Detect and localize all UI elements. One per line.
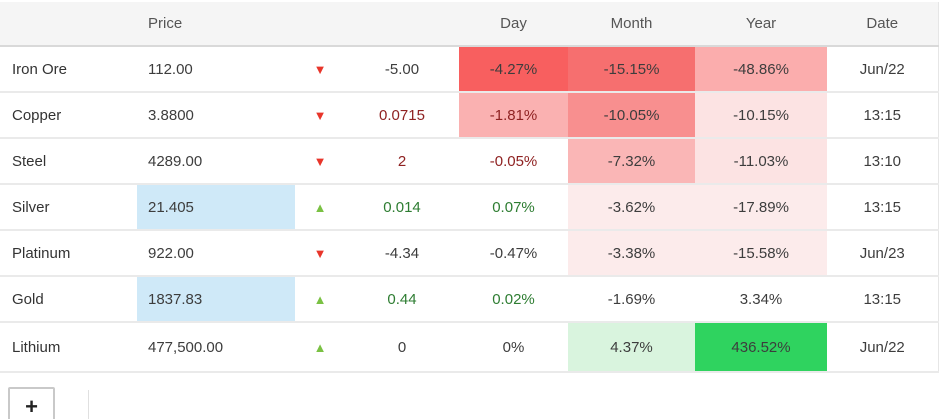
change-value: 0.44	[345, 276, 459, 323]
direction-cell: ▼	[295, 92, 345, 139]
col-header-year: Year	[695, 2, 827, 47]
year-change-cell: -10.15%	[695, 92, 827, 139]
up-arrow-icon: ▲	[313, 199, 327, 215]
price-value: 477,500.00	[137, 322, 295, 373]
col-header-arrow	[295, 2, 345, 47]
table-row: Steel 4289.00 ▼ 2 -0.05% -7.32% -11.03% …	[0, 138, 938, 185]
up-arrow-icon: ▲	[313, 339, 327, 355]
month-change-cell: 4.37%	[568, 322, 695, 373]
footer-divider	[88, 390, 89, 419]
commodity-name[interactable]: Lithium	[0, 322, 137, 373]
last-update-cell: 13:10	[827, 138, 938, 185]
commodity-name[interactable]: Copper	[0, 92, 137, 139]
day-change-cell: -0.47%	[459, 230, 568, 277]
month-change-cell: -10.05%	[568, 92, 695, 139]
day-change-cell: 0%	[459, 322, 568, 373]
price-value: 21.405	[137, 184, 295, 231]
month-change-cell: -3.62%	[568, 184, 695, 231]
change-value: 0.0715	[345, 92, 459, 139]
year-change-cell: -17.89%	[695, 184, 827, 231]
direction-cell: ▼	[295, 138, 345, 185]
commodities-table: Price Day Month Year Date Iron Ore 112.0…	[0, 2, 939, 373]
col-header-date: Date	[827, 2, 938, 47]
direction-cell: ▲	[295, 184, 345, 231]
commodity-name[interactable]: Gold	[0, 276, 137, 323]
month-change-cell: -3.38%	[568, 230, 695, 277]
table-row: Gold 1837.83 ▲ 0.44 0.02% -1.69% 3.34% 1…	[0, 276, 938, 323]
col-header-price: Price	[137, 2, 295, 47]
day-change-cell: -4.27%	[459, 46, 568, 93]
change-value: -5.00	[345, 46, 459, 93]
commodity-name[interactable]: Platinum	[0, 230, 137, 277]
table-row: Platinum 922.00 ▼ -4.34 -0.47% -3.38% -1…	[0, 230, 938, 277]
up-arrow-icon: ▲	[313, 291, 327, 307]
year-change-cell: 3.34%	[695, 276, 827, 323]
month-change-cell: -15.15%	[568, 46, 695, 93]
year-change-cell: -15.58%	[695, 230, 827, 277]
col-header-name	[0, 2, 137, 47]
down-arrow-icon: ▼	[313, 245, 327, 261]
table-row: Silver 21.405 ▲ 0.014 0.07% -3.62% -17.8…	[0, 184, 938, 231]
col-header-month: Month	[568, 2, 695, 47]
last-update-cell: 13:15	[827, 276, 938, 323]
col-header-change	[345, 2, 459, 47]
direction-cell: ▼	[295, 46, 345, 93]
day-change-cell: -0.05%	[459, 138, 568, 185]
price-value: 112.00	[137, 46, 295, 93]
last-update-cell: 13:15	[827, 92, 938, 139]
change-value: 2	[345, 138, 459, 185]
table-row: Lithium 477,500.00 ▲ 0 0% 4.37% 436.52% …	[0, 322, 938, 373]
year-change-cell: -11.03%	[695, 138, 827, 185]
table-row: Copper 3.8800 ▼ 0.0715 -1.81% -10.05% -1…	[0, 92, 938, 139]
price-value: 4289.00	[137, 138, 295, 185]
commodity-name[interactable]: Iron Ore	[0, 46, 137, 93]
last-update-cell: 13:15	[827, 184, 938, 231]
month-change-cell: -7.32%	[568, 138, 695, 185]
change-value: -4.34	[345, 230, 459, 277]
year-change-cell: 436.52%	[695, 322, 827, 373]
price-value: 922.00	[137, 230, 295, 277]
direction-cell: ▼	[295, 230, 345, 277]
day-change-cell: -1.81%	[459, 92, 568, 139]
direction-cell: ▲	[295, 276, 345, 323]
change-value: 0	[345, 322, 459, 373]
down-arrow-icon: ▼	[313, 153, 327, 169]
month-change-cell: -1.69%	[568, 276, 695, 323]
year-change-cell: -48.86%	[695, 46, 827, 93]
col-header-day: Day	[459, 2, 568, 47]
price-value: 1837.83	[137, 276, 295, 323]
day-change-cell: 0.07%	[459, 184, 568, 231]
table-row: Iron Ore 112.00 ▼ -5.00 -4.27% -15.15% -…	[0, 46, 938, 93]
direction-cell: ▲	[295, 322, 345, 373]
commodity-name[interactable]: Silver	[0, 184, 137, 231]
last-update-cell: Jun/22	[827, 322, 938, 373]
last-update-cell: Jun/23	[827, 230, 938, 277]
price-value: 3.8800	[137, 92, 295, 139]
last-update-cell: Jun/22	[827, 46, 938, 93]
day-change-cell: 0.02%	[459, 276, 568, 323]
commodity-name[interactable]: Steel	[0, 138, 137, 185]
add-commodity-button[interactable]: +	[8, 387, 55, 419]
header-row: Price Day Month Year Date	[0, 2, 938, 47]
down-arrow-icon: ▼	[313, 107, 327, 123]
down-arrow-icon: ▼	[313, 61, 327, 77]
change-value: 0.014	[345, 184, 459, 231]
